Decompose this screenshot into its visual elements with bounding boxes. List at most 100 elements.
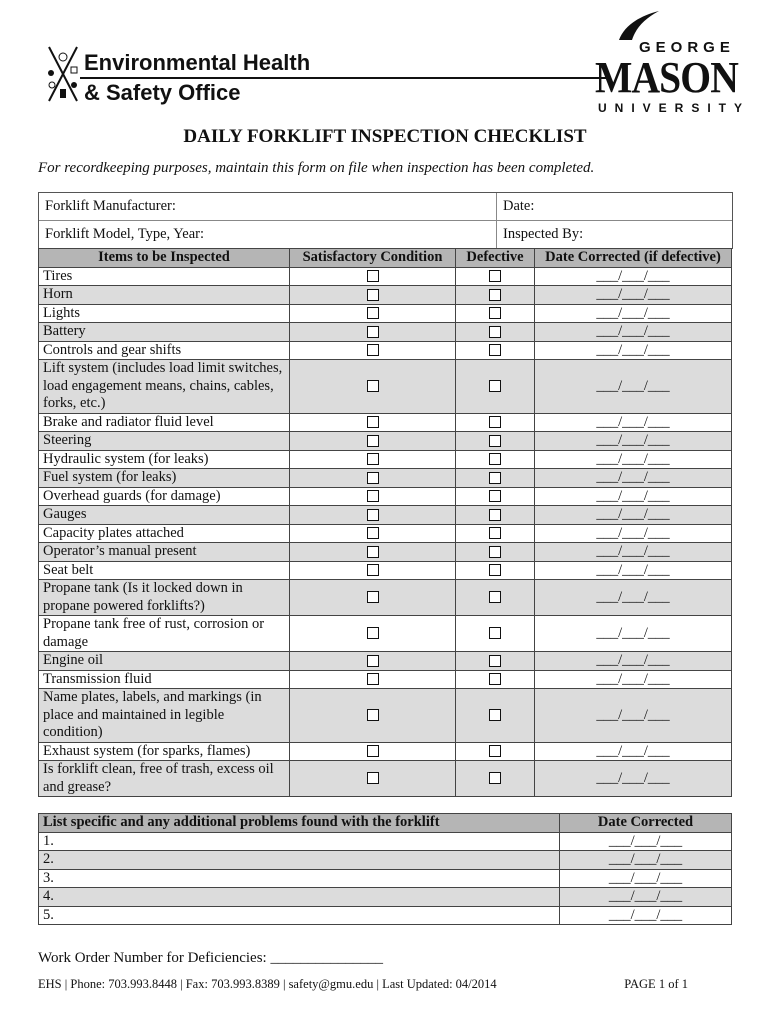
satisfactory-checkbox[interactable] (366, 508, 379, 521)
footer: EHS | Phone: 703.993.8448 | Fax: 703.993… (38, 977, 732, 992)
problem-field[interactable]: 1. (38, 831, 560, 851)
defective-checkbox[interactable] (489, 307, 501, 320)
date-corrected-field[interactable]: ___/___/___ (534, 579, 732, 616)
defective-checkbox[interactable] (489, 453, 501, 466)
work-order-field[interactable]: Work Order Number for Deficiencies: ____… (38, 950, 383, 966)
date-corrected-field[interactable]: ___/___/___ (559, 887, 732, 907)
date-corrected-field[interactable]: ___/___/___ (534, 285, 732, 305)
defective-checkbox[interactable] (489, 344, 501, 357)
date-corrected-field[interactable]: ___/___/___ (534, 412, 732, 432)
defective-checkbox[interactable] (489, 545, 501, 558)
manufacturer-field[interactable]: Forklift Manufacturer: (39, 193, 497, 220)
date-corrected-field[interactable]: ___/___/___ (534, 322, 732, 342)
problem-field[interactable]: 5. (38, 905, 560, 925)
defective-checkbox[interactable] (489, 627, 501, 640)
satisfactory-checkbox[interactable] (366, 307, 379, 320)
date-corrected-field[interactable]: ___/___/___ (559, 868, 732, 888)
date-corrected-field[interactable]: ___/___/___ (534, 431, 732, 451)
satisfactory-checkbox[interactable] (366, 709, 379, 722)
satisfactory-checkbox[interactable] (366, 673, 379, 686)
item-label: Overhead guards (for damage) (38, 486, 290, 506)
forklift-info-box: Forklift Manufacturer: Date: Forklift Mo… (38, 192, 733, 249)
item-label: Gauges (38, 505, 290, 525)
problems-table: List specific and any additional problem… (38, 813, 732, 925)
defective-checkbox[interactable] (489, 564, 501, 577)
defective-checkbox[interactable] (489, 380, 501, 393)
item-label: Hydraulic system (for leaks) (38, 449, 290, 469)
date-corrected-field[interactable]: ___/___/___ (559, 850, 732, 870)
defective-checkbox[interactable] (489, 416, 501, 429)
instructions-text: For recordkeeping purposes, maintain thi… (38, 160, 595, 176)
satisfactory-checkbox[interactable] (366, 772, 379, 785)
satisfactory-checkbox[interactable] (366, 591, 379, 604)
defective-checkbox[interactable] (489, 490, 501, 503)
defective-checkbox[interactable] (489, 288, 501, 301)
defective-checkbox[interactable] (489, 508, 501, 521)
column-header: Items to be Inspected (38, 248, 290, 268)
date-field[interactable]: Date: (503, 198, 535, 214)
date-corrected-field[interactable]: ___/___/___ (534, 340, 732, 360)
defective-checkbox[interactable] (489, 673, 501, 686)
defective-checkbox[interactable] (489, 471, 501, 484)
satisfactory-checkbox[interactable] (366, 380, 379, 393)
satisfactory-checkbox[interactable] (366, 627, 379, 640)
checklist-row: Controls and gear shifts ___/___/___ (38, 340, 732, 360)
model-field[interactable]: Forklift Model, Type, Year: (39, 221, 497, 248)
checklist-row: Name plates, labels, and markings (in pl… (38, 688, 732, 743)
date-corrected-field[interactable]: ___/___/___ (534, 449, 732, 469)
defective-checkbox[interactable] (489, 325, 501, 338)
checklist-row: Capacity plates attached ___/___/___ (38, 523, 732, 543)
satisfactory-checkbox[interactable] (366, 654, 379, 667)
date-corrected-field[interactable]: ___/___/___ (534, 741, 732, 761)
defective-checkbox[interactable] (489, 654, 501, 667)
satisfactory-checkbox[interactable] (366, 545, 379, 558)
defective-checkbox[interactable] (489, 772, 501, 785)
date-corrected-field[interactable]: ___/___/___ (559, 905, 732, 925)
item-label: Fuel system (for leaks) (38, 468, 290, 488)
date-corrected-field[interactable]: ___/___/___ (534, 760, 732, 797)
problem-field[interactable]: 3. (38, 868, 560, 888)
satisfactory-checkbox[interactable] (366, 527, 379, 540)
date-corrected-field[interactable]: ___/___/___ (534, 523, 732, 543)
satisfactory-checkbox[interactable] (366, 270, 379, 283)
satisfactory-checkbox[interactable] (366, 745, 379, 758)
satisfactory-checkbox[interactable] (366, 434, 379, 447)
date-corrected-field[interactable]: ___/___/___ (534, 486, 732, 506)
item-label: Tires (38, 266, 290, 286)
date-corrected-field[interactable]: ___/___/___ (534, 359, 732, 414)
satisfactory-checkbox[interactable] (366, 490, 379, 503)
defective-checkbox[interactable] (489, 270, 501, 283)
satisfactory-checkbox[interactable] (366, 564, 379, 577)
date-corrected-field[interactable]: ___/___/___ (534, 468, 732, 488)
date-corrected-field[interactable]: ___/___/___ (534, 669, 732, 689)
defective-checkbox[interactable] (489, 745, 501, 758)
date-corrected-field[interactable]: ___/___/___ (534, 615, 732, 652)
satisfactory-checkbox[interactable] (366, 453, 379, 466)
date-corrected-field[interactable]: ___/___/___ (534, 303, 732, 323)
date-corrected-field[interactable]: ___/___/___ (534, 651, 732, 671)
satisfactory-checkbox[interactable] (366, 344, 379, 357)
date-corrected-field[interactable]: ___/___/___ (534, 266, 732, 286)
ehs-hazard-logo-icon (48, 46, 78, 102)
satisfactory-checkbox[interactable] (366, 325, 379, 338)
date-corrected-field[interactable]: ___/___/___ (534, 688, 732, 743)
date-corrected-field[interactable]: ___/___/___ (534, 560, 732, 580)
defective-checkbox[interactable] (489, 434, 501, 447)
defective-checkbox[interactable] (489, 709, 501, 722)
gmu-logo: GEORGE MASON UNIVERSITY (592, 10, 762, 120)
item-label: Propane tank free of rust, corrosion or … (38, 615, 290, 652)
satisfactory-checkbox[interactable] (366, 416, 379, 429)
item-label: Propane tank (Is it locked down in propa… (38, 579, 290, 616)
date-corrected-field[interactable]: ___/___/___ (534, 542, 732, 562)
inspected-by-field[interactable]: Inspected By: (503, 226, 584, 242)
defective-checkbox[interactable] (489, 527, 501, 540)
checklist-row: Fuel system (for leaks) ___/___/___ (38, 468, 732, 488)
date-corrected-field[interactable]: ___/___/___ (534, 505, 732, 525)
defective-checkbox[interactable] (489, 591, 501, 604)
satisfactory-checkbox[interactable] (366, 471, 379, 484)
problem-field[interactable]: 2. (38, 850, 560, 870)
problem-field[interactable]: 4. (38, 887, 560, 907)
item-label: Lights (38, 303, 290, 323)
satisfactory-checkbox[interactable] (366, 288, 379, 301)
date-corrected-field[interactable]: ___/___/___ (559, 831, 732, 851)
